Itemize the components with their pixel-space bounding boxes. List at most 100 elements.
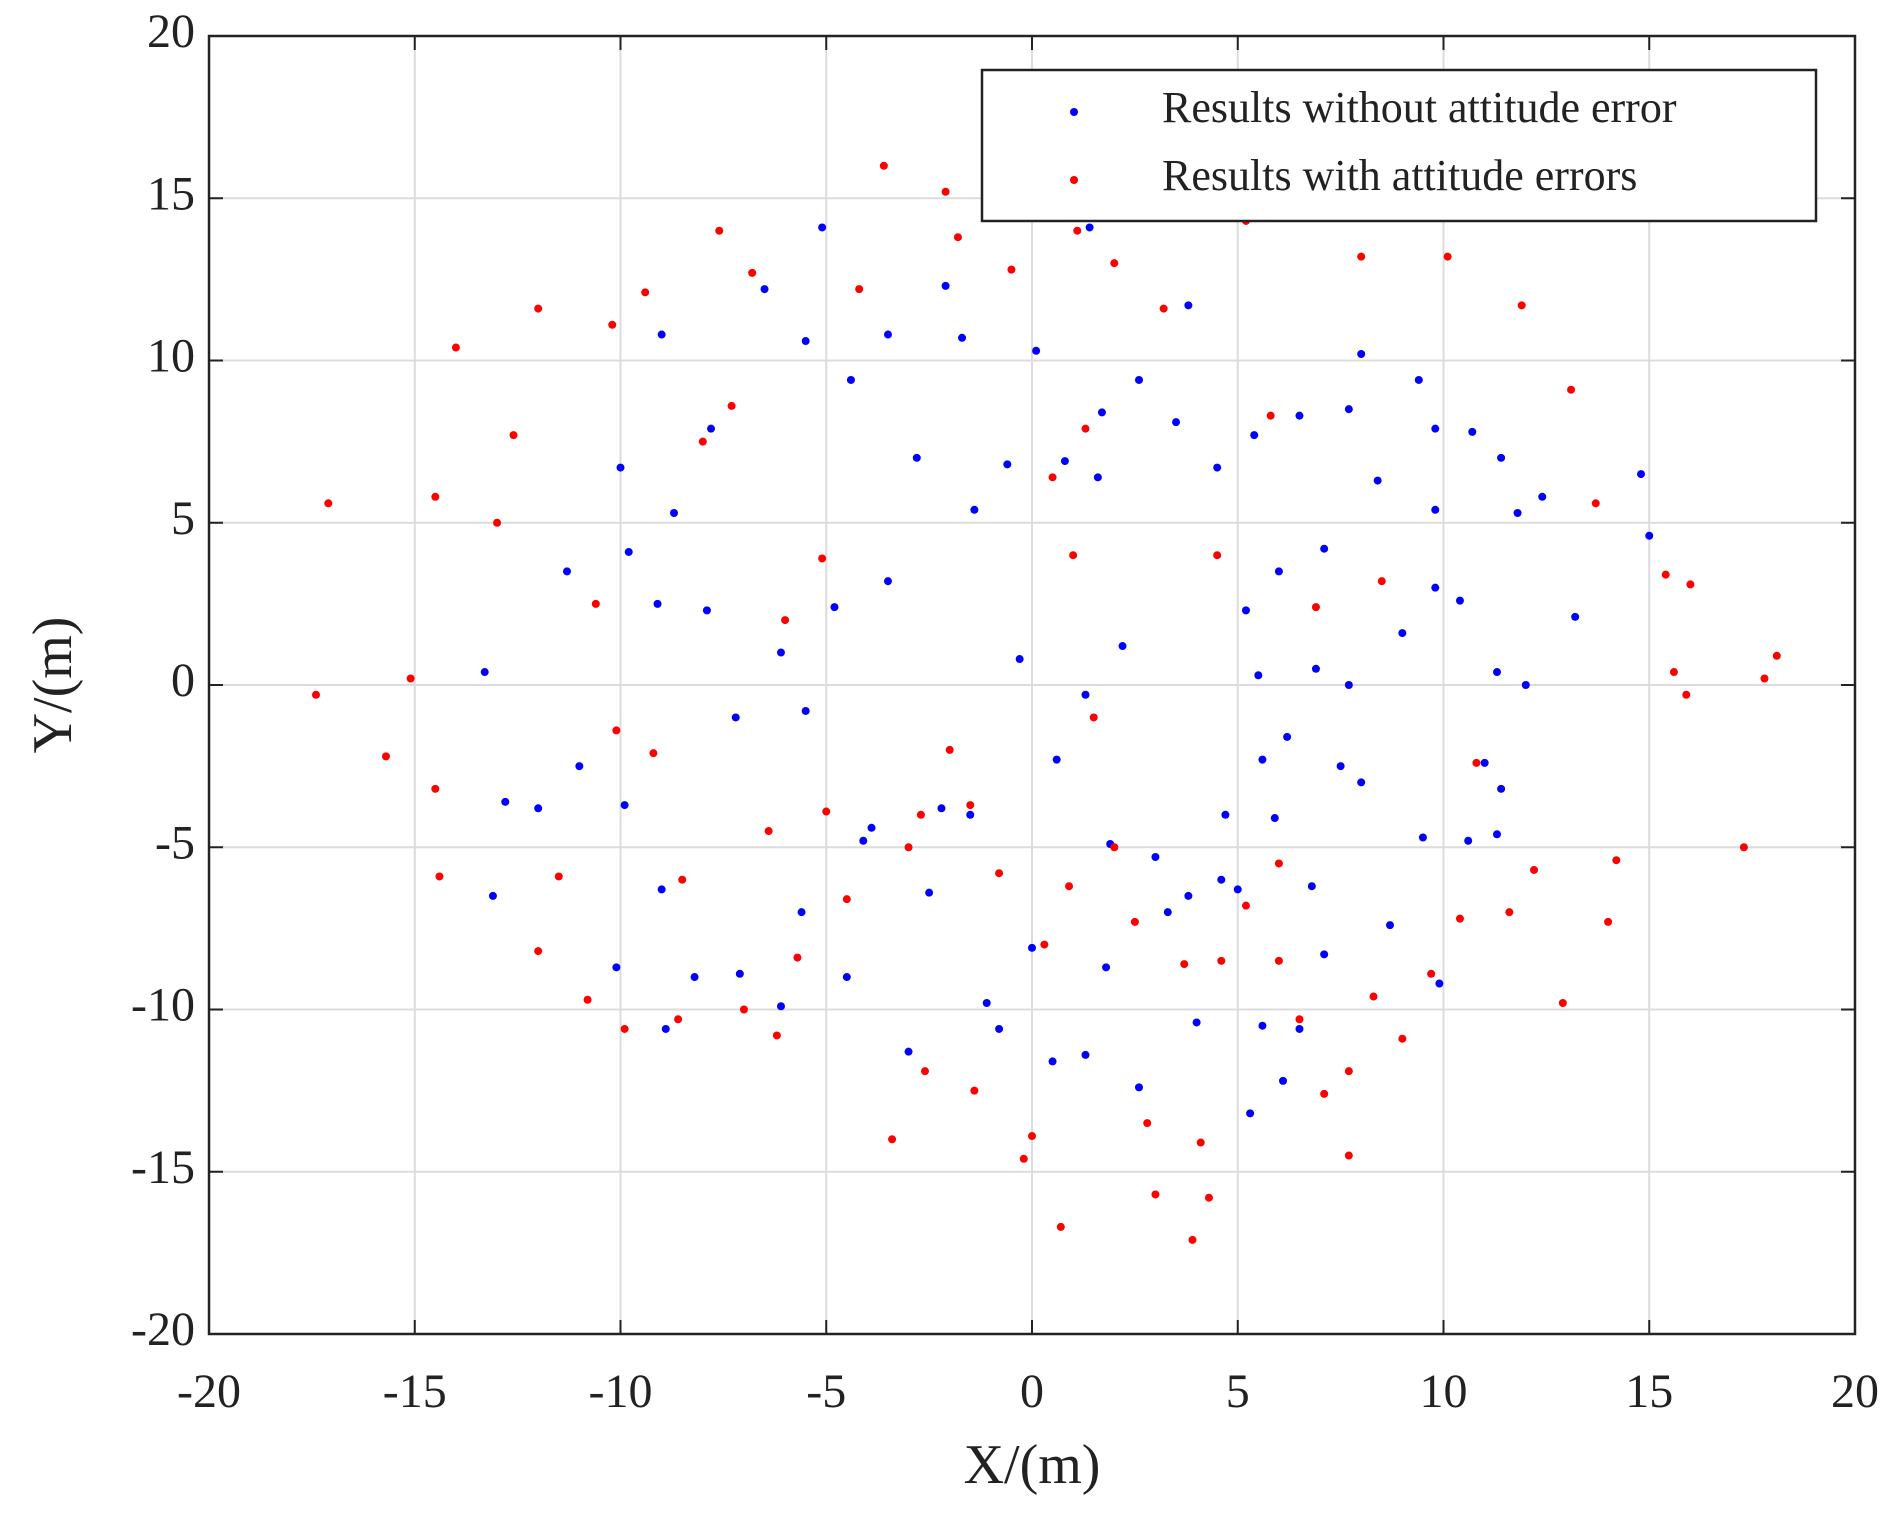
point <box>554 872 563 881</box>
point <box>995 1024 1004 1033</box>
point <box>612 963 621 972</box>
x-tick-label: 20 <box>1831 1365 1879 1418</box>
point <box>1669 668 1678 677</box>
point <box>953 233 962 242</box>
point <box>1307 882 1316 891</box>
point <box>1073 226 1082 235</box>
point <box>575 762 584 771</box>
point <box>1344 1151 1353 1160</box>
point <box>1151 1190 1160 1199</box>
point <box>970 505 979 514</box>
point <box>1048 473 1057 482</box>
point <box>1032 346 1041 355</box>
point <box>1369 992 1378 1001</box>
point <box>1283 732 1292 741</box>
point <box>1591 499 1600 508</box>
point <box>1258 755 1267 764</box>
point <box>1604 917 1613 926</box>
point <box>1266 411 1275 420</box>
point <box>1241 606 1250 615</box>
point <box>1336 762 1345 771</box>
point <box>1455 914 1464 923</box>
point <box>1134 375 1143 384</box>
point <box>1180 960 1189 969</box>
point <box>995 869 1004 878</box>
point <box>1344 681 1353 689</box>
point <box>1295 1024 1304 1033</box>
point <box>867 823 876 832</box>
point <box>958 333 967 342</box>
y-tick-label: 10 <box>147 330 195 383</box>
point <box>1772 651 1781 660</box>
x-tick-label: 10 <box>1420 1365 1468 1418</box>
x-tick-label: -5 <box>806 1365 846 1418</box>
point <box>381 752 390 761</box>
point <box>1060 457 1069 466</box>
point <box>797 908 806 917</box>
legend-label: Results without attitude error <box>1162 83 1677 132</box>
point <box>764 827 773 836</box>
point <box>1279 1076 1288 1085</box>
point <box>1192 1018 1201 1027</box>
point <box>1645 531 1654 540</box>
point <box>1159 304 1168 313</box>
point <box>1274 567 1283 576</box>
point <box>1661 570 1670 579</box>
point <box>1081 690 1090 699</box>
point <box>727 401 736 410</box>
point <box>1472 758 1481 767</box>
point <box>904 1047 913 1056</box>
y-tick-label: 15 <box>147 167 195 220</box>
point <box>859 836 868 845</box>
point <box>1739 843 1748 852</box>
point <box>1081 1050 1090 1059</box>
point <box>883 330 892 339</box>
y-tick-label: 5 <box>171 492 195 545</box>
point <box>534 947 543 956</box>
point <box>1085 223 1094 232</box>
point <box>1048 1057 1057 1066</box>
point <box>493 518 502 527</box>
point <box>1130 917 1139 926</box>
point <box>1538 492 1547 501</box>
point <box>793 953 802 962</box>
point <box>563 567 572 576</box>
y-tick-label: -5 <box>155 816 195 869</box>
point <box>1102 963 1111 972</box>
point <box>653 599 662 608</box>
y-axis-label: Y/(m) <box>22 617 84 754</box>
point <box>641 288 650 297</box>
point <box>1571 612 1580 621</box>
point <box>1258 1021 1267 1030</box>
point <box>1398 1034 1407 1043</box>
point <box>883 577 892 586</box>
point <box>1274 956 1283 965</box>
point <box>1431 583 1440 592</box>
point <box>431 784 440 793</box>
point <box>1110 843 1119 852</box>
y-tick-label: 0 <box>171 654 195 707</box>
point <box>480 668 489 677</box>
point <box>776 648 785 657</box>
point <box>690 973 699 982</box>
point <box>1464 836 1473 845</box>
point <box>1188 1235 1197 1244</box>
point <box>1530 865 1539 874</box>
point <box>1386 921 1395 930</box>
point <box>1213 551 1222 560</box>
point <box>488 891 497 900</box>
point <box>1513 509 1522 518</box>
point <box>1311 664 1320 673</box>
point <box>846 375 855 384</box>
point <box>1435 979 1444 988</box>
point <box>818 554 827 563</box>
point <box>1398 629 1407 638</box>
point <box>1052 755 1061 764</box>
point <box>1221 810 1230 819</box>
point <box>888 1135 897 1144</box>
point <box>1217 875 1226 884</box>
y-tick-label: -10 <box>131 979 195 1032</box>
point <box>1686 580 1695 589</box>
point <box>649 749 658 758</box>
